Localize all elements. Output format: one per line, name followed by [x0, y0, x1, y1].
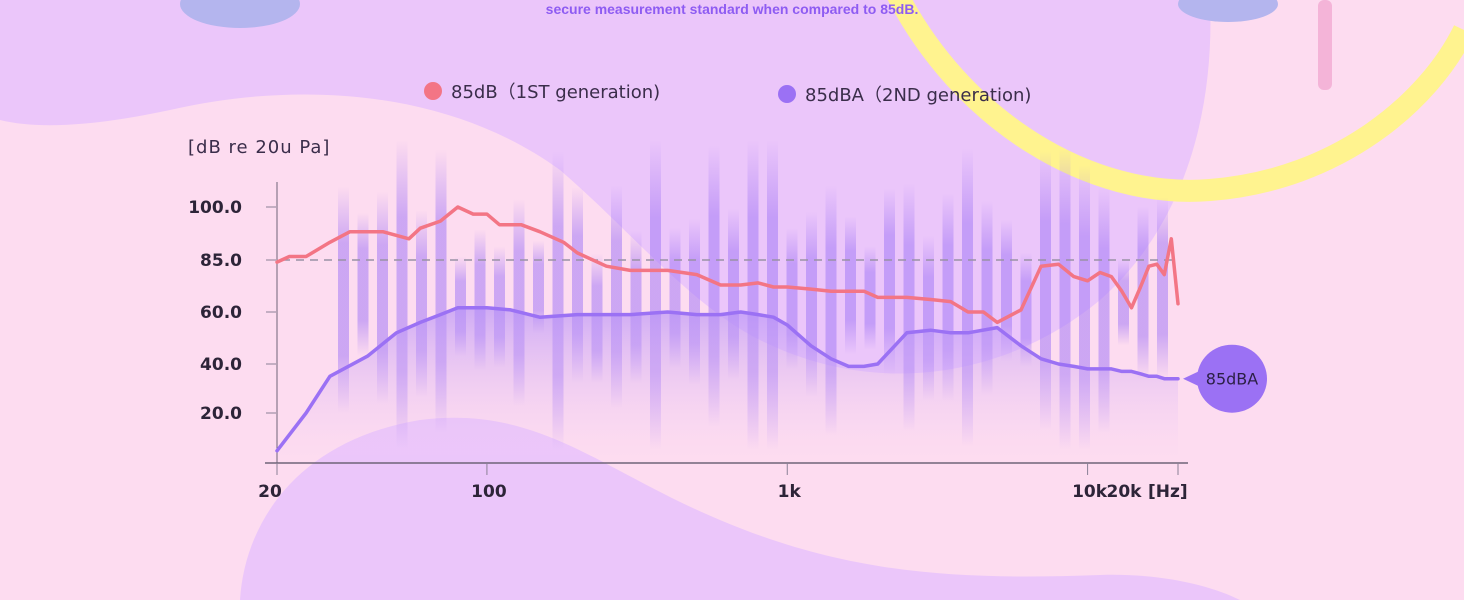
labels-layer: 85dBA	[1183, 344, 1267, 413]
caption-text: secure measurement standard when compare…	[545, 1, 919, 17]
y-tick-label: 40.0	[200, 355, 242, 375]
x-tick-label: 20k	[1107, 482, 1143, 502]
y-tick-label: 85.0	[200, 251, 242, 271]
axes-layer: 20.0 40.0 60.0 85.0 100.0 20 100 1k 10k 20k [Hz]	[188, 182, 1188, 502]
decorative-bar	[357, 212, 369, 357]
decorative-bar	[1137, 206, 1149, 380]
decorative-bar	[1020, 252, 1032, 367]
decorative-bar	[513, 199, 525, 406]
decorative-bar	[572, 187, 583, 383]
decorative-bar	[786, 228, 798, 370]
legend-label-1st-generation: 85dB（1ST generation)	[451, 82, 661, 103]
decorative-bar	[377, 191, 388, 404]
headphone-cushion-right	[1178, 0, 1278, 22]
decorative-bar	[981, 200, 993, 396]
decorative-bar	[494, 246, 505, 368]
decorative-bar	[1098, 186, 1110, 434]
decorative-bar	[1118, 259, 1129, 346]
decorative-bar	[942, 193, 954, 402]
bubble-85dba	[1197, 344, 1267, 413]
lines-layer	[275, 205, 1180, 453]
decorative-bar	[338, 186, 349, 413]
decorative-bar	[1001, 219, 1012, 362]
x-tick-label: 1k	[778, 482, 802, 502]
series-2-area-fill	[277, 307, 1178, 455]
decorative-bar	[747, 140, 759, 450]
legend-dot-red	[424, 82, 442, 100]
decorative-bar	[533, 240, 544, 334]
series-line-2	[275, 306, 1180, 453]
decorative-bar	[806, 211, 817, 397]
legend-dot-purple	[778, 85, 796, 103]
legend-item-2nd-generation: 85dBA（2ND generation)	[778, 81, 1031, 107]
decorative-bar	[650, 140, 661, 450]
series-line-1	[275, 205, 1180, 325]
y-tick-label: 100.0	[188, 198, 242, 218]
decorative-bar	[864, 246, 876, 350]
legend-label-2nd-generation: 85dBA（2ND generation)	[805, 85, 1032, 106]
decorative-bar	[1079, 165, 1090, 450]
decorative-bar	[689, 218, 700, 385]
decorative-bar	[767, 140, 778, 450]
y-axis-unit-label: [dB re 20u Pa]	[188, 137, 331, 158]
x-tick-label: 20	[258, 482, 282, 502]
yellow-ring-arc	[887, 0, 1464, 202]
y-tick-label: 60.0	[200, 303, 242, 323]
decorative-bar	[396, 140, 408, 449]
decorative-bar	[611, 185, 622, 409]
decorative-bar	[903, 183, 915, 432]
decorative-bar	[825, 185, 837, 436]
decorative-bar	[1157, 197, 1168, 380]
headphone-cable	[1318, 0, 1332, 90]
x-tick-label: 100	[471, 482, 507, 502]
decorative-bar	[630, 230, 642, 384]
headphone-cushion-left	[180, 0, 300, 28]
decorative-bar	[1040, 151, 1051, 431]
decorative-bar	[416, 210, 427, 397]
decorative-bar	[708, 145, 720, 427]
decorative-bar	[669, 227, 681, 369]
bubble-label: 85dBA	[1206, 370, 1258, 389]
x-tick-label: 10k	[1072, 482, 1108, 502]
decorative-bar	[923, 235, 934, 401]
legend-item-1st-generation: 85dB（1ST generation)	[424, 78, 660, 104]
decorative-equalizer-bars	[338, 140, 1168, 451]
decorative-bar	[552, 151, 564, 450]
decorative-bar	[884, 188, 895, 376]
decorative-bar	[474, 229, 486, 371]
decorative-bar	[1059, 148, 1071, 451]
decorative-bar	[728, 208, 739, 380]
bubble-pointer	[1183, 370, 1200, 387]
decorative-bar	[845, 216, 856, 355]
area-layer	[277, 307, 1178, 455]
x-axis-unit-label: [Hz]	[1148, 482, 1188, 502]
decorative-bar	[962, 148, 973, 447]
y-tick-label: 20.0	[200, 404, 242, 424]
decorative-bar	[435, 149, 447, 433]
